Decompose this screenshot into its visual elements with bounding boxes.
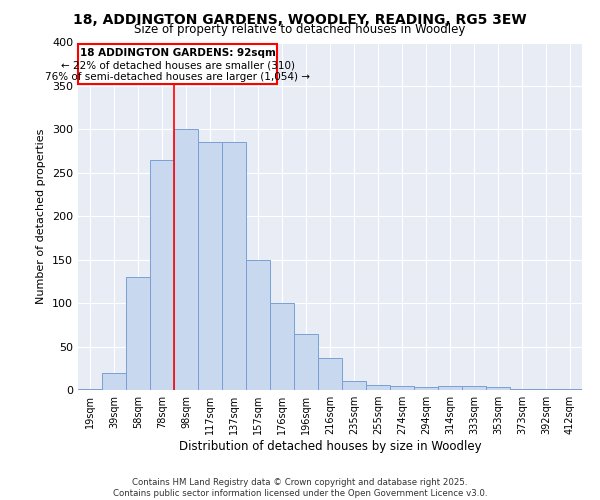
Bar: [78, 389, 102, 390]
Bar: [318, 358, 342, 390]
Bar: [534, 389, 558, 390]
Bar: [462, 386, 486, 390]
X-axis label: Distribution of detached houses by size in Woodley: Distribution of detached houses by size …: [179, 440, 481, 453]
Bar: [558, 389, 582, 390]
Bar: [174, 130, 198, 390]
Text: Contains HM Land Registry data © Crown copyright and database right 2025.
Contai: Contains HM Land Registry data © Crown c…: [113, 478, 487, 498]
Bar: [150, 160, 174, 390]
Bar: [486, 388, 510, 390]
Bar: [102, 372, 126, 390]
Bar: [438, 386, 462, 390]
Bar: [222, 142, 246, 390]
Bar: [294, 334, 318, 390]
Bar: [510, 389, 534, 390]
Text: 18 ADDINGTON GARDENS: 92sqm: 18 ADDINGTON GARDENS: 92sqm: [80, 48, 275, 58]
Bar: [246, 260, 270, 390]
Y-axis label: Number of detached properties: Number of detached properties: [37, 128, 46, 304]
Bar: [78, 44, 277, 84]
Text: ← 22% of detached houses are smaller (310): ← 22% of detached houses are smaller (31…: [61, 60, 295, 70]
Text: 76% of semi-detached houses are larger (1,054) →: 76% of semi-detached houses are larger (…: [45, 72, 310, 82]
Bar: [270, 303, 294, 390]
Bar: [198, 142, 222, 390]
Bar: [366, 385, 390, 390]
Text: Size of property relative to detached houses in Woodley: Size of property relative to detached ho…: [134, 22, 466, 36]
Text: 18, ADDINGTON GARDENS, WOODLEY, READING, RG5 3EW: 18, ADDINGTON GARDENS, WOODLEY, READING,…: [73, 12, 527, 26]
Bar: [342, 382, 366, 390]
Bar: [126, 277, 150, 390]
Bar: [414, 388, 438, 390]
Bar: [390, 386, 414, 390]
